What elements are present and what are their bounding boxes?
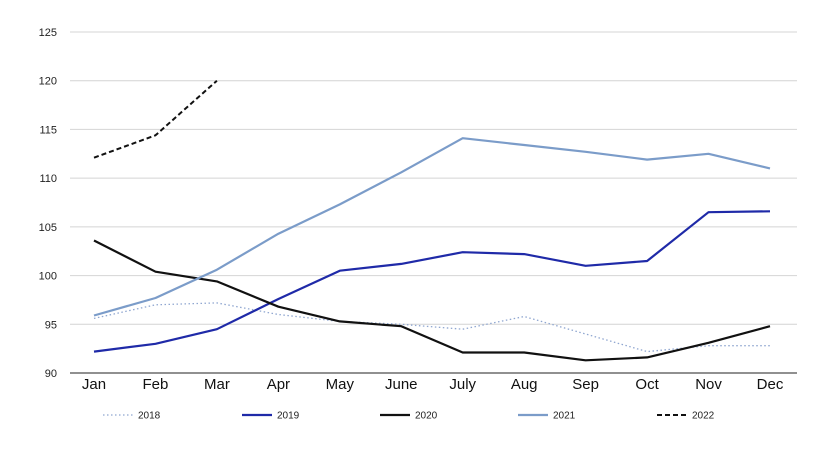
legend-label-2019: 2019: [277, 411, 300, 422]
y-tick-label: 120: [39, 76, 57, 88]
legend-label-2018: 2018: [138, 411, 161, 422]
x-tick-label: Mar: [204, 376, 230, 393]
x-tick-label: Jan: [82, 376, 106, 393]
y-axis: 90 95 100 105 110 115 120 125: [39, 27, 57, 380]
series-line-2020: [93, 239, 771, 362]
x-tick-label: Aug: [511, 376, 538, 393]
y-tick-label: 90: [45, 368, 57, 380]
legend-label-2022: 2022: [692, 411, 715, 422]
legend: 2018 2019 2020 2021 2022: [103, 411, 715, 422]
series-lines: [93, 79, 771, 362]
series-line-2018: [93, 302, 770, 353]
x-axis: Jan Feb Mar Apr May June July Aug Sep Oct Nov Dec: [82, 376, 784, 393]
series-line-2022: [93, 79, 218, 159]
legend-label-2020: 2020: [415, 411, 438, 422]
y-tick-label: 95: [45, 319, 57, 331]
x-tick-label: Nov: [695, 376, 722, 393]
grid-lines: [70, 31, 797, 374]
series-line-2021: [93, 137, 771, 317]
x-tick-label: Oct: [635, 376, 659, 393]
x-tick-label: May: [326, 376, 355, 393]
y-tick-label: 115: [39, 124, 57, 136]
x-tick-label: Feb: [143, 376, 169, 393]
y-tick-label: 110: [39, 173, 57, 185]
x-tick-label: Apr: [267, 376, 290, 393]
x-tick-label: Dec: [757, 376, 784, 393]
legend-label-2021: 2021: [553, 411, 576, 422]
x-tick-label: June: [385, 376, 418, 393]
y-tick-label: 100: [39, 271, 57, 283]
x-tick-label: Sep: [572, 376, 599, 393]
series-line-2019: [93, 210, 771, 353]
y-tick-label: 105: [39, 222, 57, 234]
x-tick-label: July: [449, 376, 476, 393]
y-tick-label: 125: [39, 27, 57, 39]
